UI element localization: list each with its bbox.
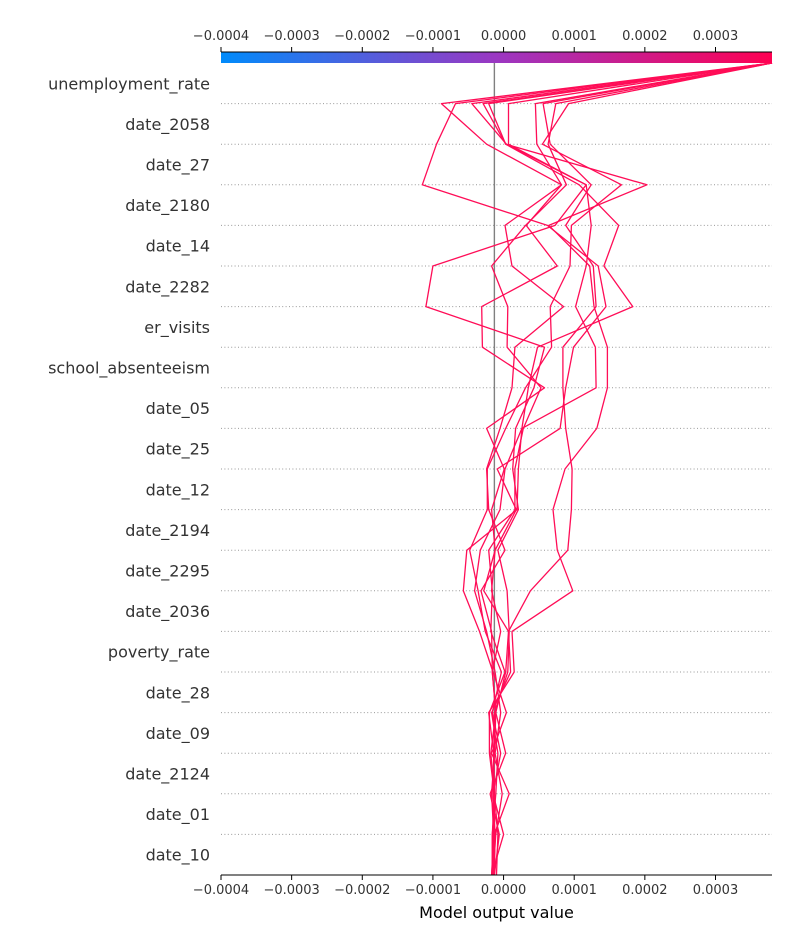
feature-label: date_09 [146, 724, 210, 744]
top-tick-label: 0.0003 [693, 29, 739, 44]
feature-label: date_2124 [125, 765, 210, 785]
feature-label: date_10 [146, 846, 210, 866]
feature-label: date_12 [146, 480, 210, 500]
decision-line [462, 62, 773, 876]
top-axis: −0.0004 −0.0003 −0.0002 −0.0001 0.0000 0.0001… [193, 29, 738, 52]
top-tick-label: 0.0002 [622, 29, 668, 44]
feature-label: date_27 [146, 156, 210, 176]
feature-label: date_2180 [125, 196, 210, 216]
feature-gridlines [221, 103, 772, 876]
decision-line [490, 62, 773, 875]
feature-label: date_2036 [125, 602, 210, 622]
top-tick-label: −0.0002 [334, 29, 390, 44]
decision-line [425, 62, 773, 876]
decision-line [473, 62, 773, 876]
bottom-tick-label: 0.0001 [551, 883, 597, 898]
decision-line [421, 62, 773, 876]
bottom-tick-label: −0.0001 [405, 883, 461, 898]
feature-label: unemployment_rate [48, 74, 210, 94]
feature-label: er_visits [144, 318, 210, 338]
top-tick-label: 0.0001 [551, 29, 597, 44]
feature-label: poverty_rate [108, 643, 210, 663]
bottom-tick-label: 0.0003 [693, 883, 739, 898]
feature-label: date_2295 [125, 562, 210, 582]
bottom-tick-label: 0.0000 [481, 883, 527, 898]
bottom-tick-label: −0.0002 [334, 883, 390, 898]
feature-label: date_01 [146, 805, 210, 825]
feature-label: date_2058 [125, 115, 210, 135]
feature-label: date_05 [146, 399, 210, 419]
top-tick-label: −0.0003 [263, 29, 319, 44]
top-tick-label: −0.0004 [193, 29, 249, 44]
feature-label: date_14 [146, 237, 210, 257]
decision-line [469, 62, 773, 876]
top-tick-label: −0.0001 [405, 29, 461, 44]
bottom-tick-label: −0.0003 [263, 883, 319, 898]
decision-lines [421, 62, 773, 876]
top-tick-label: 0.0000 [481, 29, 527, 44]
colorbar [221, 52, 772, 63]
decision-line [440, 62, 773, 875]
decision-line [481, 62, 773, 876]
bottom-tick-label: −0.0004 [193, 883, 249, 898]
feature-label: date_2194 [125, 521, 210, 541]
feature-label: school_absenteeism [48, 359, 210, 379]
bottom-axis: −0.0004 −0.0003 −0.0002 −0.0001 0.0000 0.0001… [193, 875, 738, 898]
decision-line [488, 62, 773, 875]
feature-labels: unemployment_rate date_2058 date_27 date_21… [48, 74, 210, 865]
decision-line [482, 62, 773, 876]
feature-label: date_2282 [125, 277, 210, 297]
x-axis-title: Model output value [419, 903, 574, 922]
bottom-tick-label: 0.0002 [622, 883, 668, 898]
feature-label: date_25 [146, 440, 210, 460]
feature-label: date_28 [146, 683, 210, 703]
